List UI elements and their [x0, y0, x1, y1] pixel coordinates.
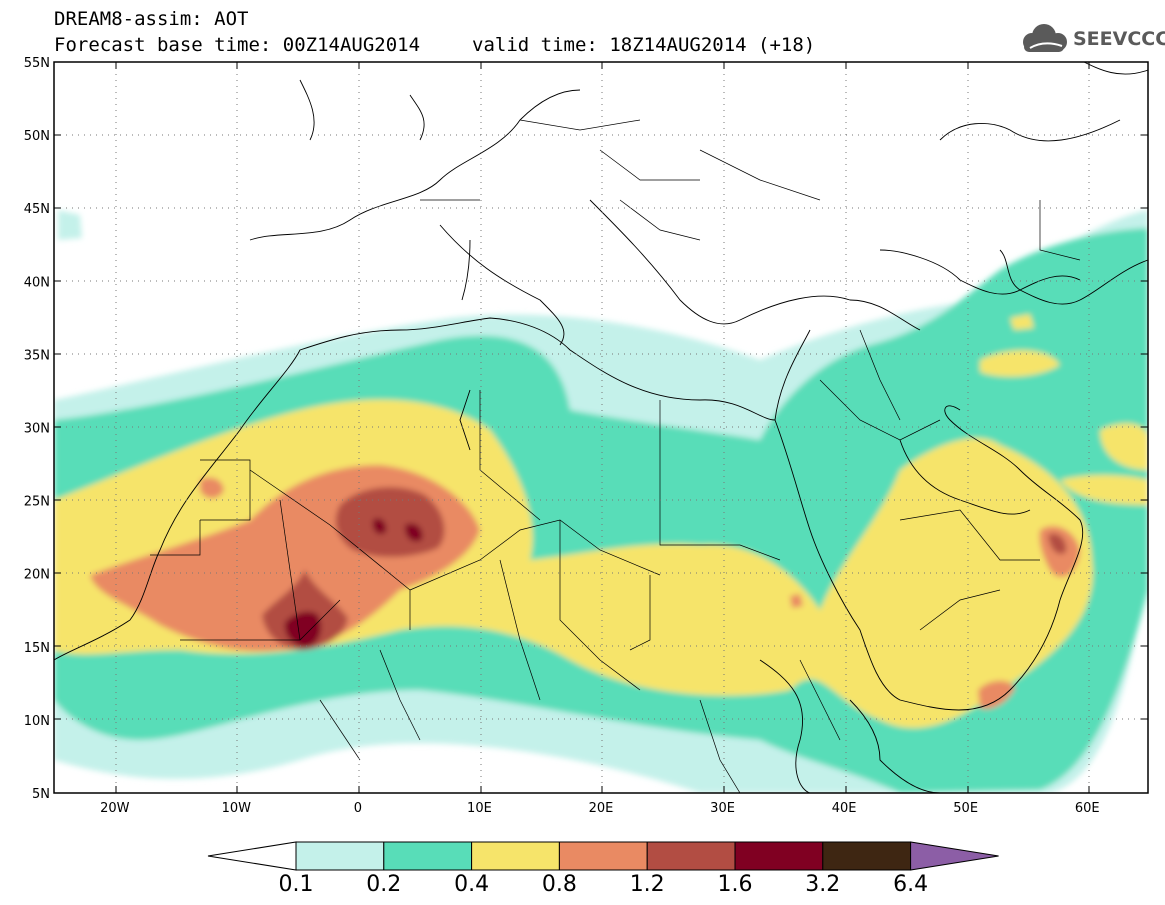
colorbar-box — [295, 841, 385, 871]
lon-tick-label: 0 — [354, 801, 362, 816]
latitude-tick-labels: 55N 50N 45N 40N 35N 30N 25N 20N 15N 10N 5N — [24, 56, 50, 802]
lon-tick-label: 10W — [222, 801, 252, 816]
colorbar-box — [822, 841, 912, 871]
colorbar-label: 1.2 — [629, 872, 665, 897]
coastlines — [54, 62, 1148, 793]
lon-tick-label: 40E — [832, 801, 857, 816]
tick-marks — [54, 61, 1148, 794]
colorbar-low-arrow — [207, 841, 297, 871]
chart-title: DREAM8-assim: AOT — [54, 8, 249, 30]
lon-tick-label: 20W — [100, 801, 130, 816]
lat-tick-label: 5N — [32, 787, 50, 802]
forecast-times: Forecast base time: 00Z14AUG2014 valid ti… — [54, 34, 815, 56]
colorbar-box — [558, 841, 648, 871]
colorbar-high-arrow — [910, 841, 999, 871]
colorbar — [207, 841, 999, 871]
logo-text: SEEVCCC — [1073, 28, 1165, 50]
lat-tick-label: 45N — [24, 202, 50, 217]
grid — [54, 62, 1148, 793]
valid-time: valid time: 18Z14AUG2014 (+18) — [472, 34, 816, 56]
lat-tick-label: 10N — [24, 714, 50, 729]
lon-tick-label: 50E — [953, 801, 978, 816]
lat-tick-label: 30N — [24, 422, 50, 437]
colorbar-label: 0.8 — [541, 872, 577, 897]
lat-tick-label: 35N — [24, 348, 50, 363]
lat-tick-label: 55N — [24, 56, 50, 71]
borders — [150, 119, 1081, 793]
colorbar-label: 0.4 — [454, 872, 490, 897]
lat-tick-label: 20N — [24, 568, 50, 583]
colorbar-box — [734, 841, 824, 871]
colorbar-box — [646, 841, 736, 871]
cloud-icon — [1023, 24, 1067, 52]
lon-tick-label: 60E — [1075, 801, 1100, 816]
colorbar-label: 0.2 — [366, 872, 402, 897]
lon-tick-label: 10E — [467, 801, 492, 816]
colorbar-box — [383, 841, 473, 871]
aot-field — [54, 210, 1148, 793]
lat-tick-label: 40N — [24, 275, 50, 290]
colorbar-label: 1.6 — [717, 872, 753, 897]
longitude-tick-labels: 20W 10W 0 10E 20E 30E 40E 50E 60E — [100, 801, 1100, 816]
lat-tick-label: 25N — [24, 495, 50, 510]
base-time: Forecast base time: 00Z14AUG2014 — [54, 34, 421, 56]
colorbar-label: 3.2 — [805, 872, 841, 897]
lon-tick-label: 30E — [710, 801, 735, 816]
colorbar-box — [471, 841, 560, 871]
lon-tick-label: 20E — [589, 801, 614, 816]
lat-tick-label: 50N — [24, 129, 50, 144]
colorbar-label: 0.1 — [278, 872, 314, 897]
lat-tick-label: 15N — [24, 641, 50, 656]
colorbar-label: 6.4 — [893, 872, 929, 897]
